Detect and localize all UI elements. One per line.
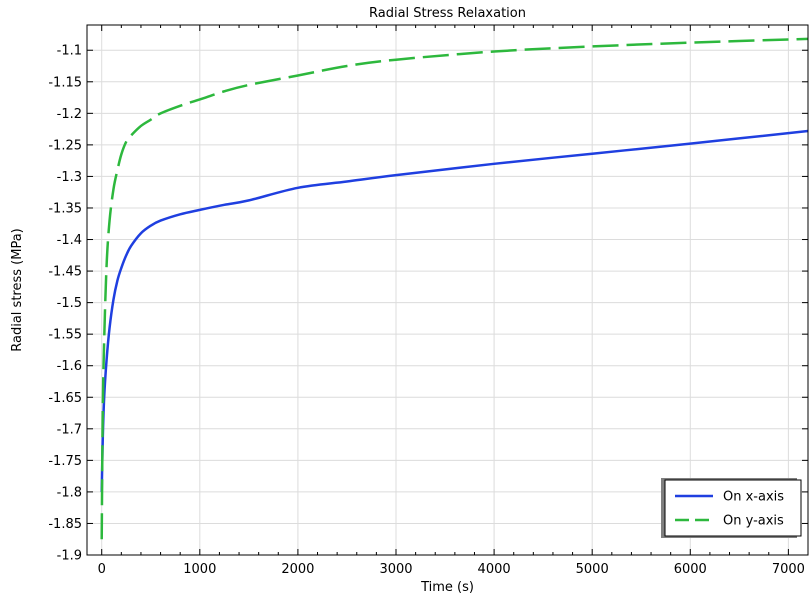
plot-frame [86, 24, 809, 556]
x-tick-label: 5000 [576, 562, 609, 577]
y-tick-label: -1.7 [57, 422, 82, 437]
y-axis-label: Radial stress (MPa) [10, 228, 25, 351]
x-tick-label: 0 [98, 562, 106, 577]
y-tick-label: -1.35 [48, 201, 82, 216]
grid [87, 25, 808, 556]
legend: On x-axis On y-axis [661, 478, 802, 538]
x-tick-label: 1000 [183, 562, 216, 577]
series-line-2 [100, 37, 809, 540]
ticks: 0 1000 2000 3000 4000 5000 6000 7000 -1.1 -1.15 -1… [48, 25, 809, 577]
series-group [100, 37, 809, 540]
legend-box [664, 479, 802, 537]
y-tick-label: -1.5 [57, 296, 82, 311]
x-tick-label: 2000 [281, 562, 314, 577]
x-tick-label: 6000 [674, 562, 707, 577]
y-tick-label: -1.15 [48, 75, 82, 90]
x-tick-label: 4000 [478, 562, 511, 577]
chart-title: Radial Stress Relaxation [369, 6, 526, 21]
y-tick-label: -1.75 [48, 454, 82, 469]
y-tick-label: -1.9 [57, 549, 82, 564]
legend-label-2: On y-axis [723, 514, 784, 529]
legend-label-1: On x-axis [723, 490, 784, 505]
y-tick-label: -1.6 [57, 359, 82, 374]
y-tick-label: -1.8 [57, 485, 82, 500]
x-tick-label: 3000 [379, 562, 412, 577]
y-tick-label: -1.2 [57, 107, 82, 122]
series-line-1 [100, 129, 809, 492]
x-axis-label: Time (s) [420, 580, 474, 595]
y-tick-label: -1.4 [57, 233, 82, 248]
y-tick-label: -1.25 [48, 138, 82, 153]
y-tick-label: -1.45 [48, 265, 82, 280]
y-tick-label: -1.3 [57, 170, 82, 185]
y-tick-label: -1.85 [48, 517, 82, 532]
y-tick-label: -1.55 [48, 328, 82, 343]
y-tick-label: -1.1 [57, 44, 82, 59]
x-tick-label: 7000 [772, 562, 805, 577]
y-tick-label: -1.65 [48, 391, 82, 406]
